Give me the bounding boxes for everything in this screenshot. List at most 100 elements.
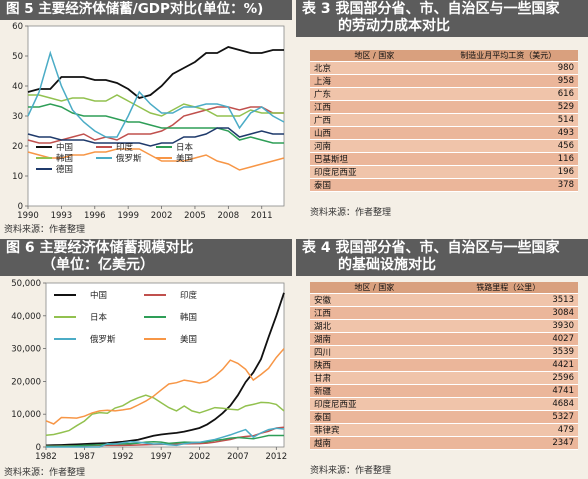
fig5-legend-label-4: 俄罗斯 (116, 153, 142, 164)
table-4-value-cell: 2596 (438, 371, 578, 385)
fig5-series-line-2 (28, 103, 284, 144)
fig5-series-line-4 (27, 50, 285, 138)
table-4-value-cell: 479 (438, 423, 578, 437)
table-4-title-line1: 表 4 我国部分省、市、自治区与一些国家 (302, 240, 560, 256)
table-3-row: 广东 616 (310, 87, 578, 101)
table-4-region-cell: 印度尼西亚 (310, 397, 439, 411)
fig6-x-tick-label: 2002 (189, 452, 211, 462)
table-3-value-cell: 958 (438, 74, 578, 88)
fig5-x-tick-label: 2005 (184, 211, 206, 221)
table-3-value-cell: 980 (438, 61, 578, 75)
table-3-value-cell: 493 (438, 126, 578, 140)
fig6-legend-label-3: 韩国 (180, 312, 197, 323)
table-3-row: 泰国 378 (310, 178, 578, 192)
fig5-x-tick-label: 1996 (84, 211, 106, 221)
table-4: 地区 / 国家 铁路里程（公里） 安徽 3513 江西 3084 湖北 3930 湖南 4027 四… (310, 282, 578, 450)
table-4-header-row: 地区 / 国家 铁路里程（公里） (310, 282, 578, 294)
table-4-region-cell: 菲律宾 (310, 423, 439, 437)
table-3-row: 河南 456 (310, 139, 578, 153)
figure-6-title-line1: 图 6 主要经济体储蓄规模对比 (6, 240, 194, 256)
table-3-panel: 表 3 我国部分省、市、自治区与一些国家 的劳动力成本对比 地区 / 国家 制造业… (296, 0, 588, 236)
table-3-region-cell: 广东 (310, 87, 439, 101)
table-3-title: 表 3 我国部分省、市、自治区与一些国家 的劳动力成本对比 (296, 0, 588, 37)
fig5-y-tick-label: 30 (12, 112, 23, 122)
table-3-region-cell: 北京 (310, 61, 439, 75)
table-4-column-header: 铁路里程（公里） (438, 282, 578, 294)
table-3-value-cell: 456 (438, 139, 578, 153)
figure-6-title: 图 6 主要经济体储蓄规模对比 （单位：亿美元） (0, 239, 292, 276)
table-4-column-header: 地区 / 国家 (310, 282, 439, 294)
table-4-row: 湖南 4027 (310, 332, 578, 346)
fig5-x-tick-label: 2011 (251, 211, 273, 221)
fig5-series-line-1 (27, 106, 284, 144)
table-3-value-cell: 116 (438, 152, 578, 166)
table-4-region-cell: 越南 (310, 436, 439, 450)
fig5-series-line-6 (27, 127, 284, 147)
fig6-y-tick-label: 10,000 (11, 410, 41, 420)
table-3-source: 资料来源：作者整理 (310, 208, 392, 218)
fig6-x-tick-label: 1982 (35, 452, 57, 462)
fig6-legend-label-4: 俄罗斯 (90, 334, 116, 345)
table-3-region-cell: 河南 (310, 139, 439, 153)
fig5-y-tick-label: 10 (12, 172, 23, 182)
table-4-region-cell: 新疆 (310, 384, 439, 398)
table-4-row: 安徽 3513 (310, 293, 578, 307)
figure-5-chart: 0 10 20 30 40 50 60 1990 1993 1996 1999 2002 2005 200… (12, 22, 285, 221)
table-4-row: 泰国 5327 (310, 410, 578, 424)
table-3-region-cell: 上海 (310, 74, 439, 88)
table-3-row: 巴基斯坦 116 (310, 152, 578, 166)
table-4-value-cell: 3930 (438, 319, 578, 333)
table-3-value-cell: 529 (438, 100, 578, 114)
fig6-x-tick-label: 1987 (74, 452, 96, 462)
fig6-y-tick-label: 30,000 (11, 345, 41, 355)
fig5-plot-area (27, 25, 285, 207)
table-4-value-cell: 3084 (438, 306, 578, 320)
table-4-title-line2: 的基础设施对比 (338, 257, 436, 273)
table-4-row: 甘肃 2596 (310, 371, 578, 385)
table-4-row: 陕西 4421 (310, 358, 578, 372)
table-4-value-cell: 3513 (438, 293, 578, 307)
fig5-x-tick-label: 1999 (117, 211, 139, 221)
fig6-series-line-3 (45, 434, 284, 448)
table-3-value-cell: 616 (438, 87, 578, 101)
table-4-region-cell: 甘肃 (310, 371, 439, 385)
table-4-row: 四川 3539 (310, 345, 578, 359)
table-3-value-cell: 378 (438, 178, 578, 192)
fig5-series-line-0 (27, 46, 284, 99)
table-4-title: 表 4 我国部分省、市、自治区与一些国家 的基础设施对比 (296, 239, 588, 276)
table-4-row: 新疆 4741 (310, 384, 578, 398)
fig6-y-tick-label: 40,000 (11, 312, 41, 322)
table-4-value-cell: 5327 (438, 410, 578, 424)
table-4-region-cell: 江西 (310, 306, 439, 320)
table-3-title-line1: 表 3 我国部分省、市、自治区与一些国家 (302, 1, 560, 17)
table-4-region-cell: 泰国 (310, 410, 439, 424)
fig6-x-tick-label: 1992 (112, 452, 134, 462)
table-3-row: 北京 980 (310, 61, 578, 75)
figure-6-chart: 0 10,000 20,000 30,000 40,000 50,000 1982 1987 1… (11, 279, 287, 462)
table-4-row: 越南 2347 (310, 436, 578, 450)
fig5-legend-label-1: 印度 (116, 142, 134, 153)
fig5-y-tick-label: 0 (18, 202, 23, 212)
fig6-y-tick-label: 0 (36, 443, 41, 453)
fig5-x-tick-label: 2002 (151, 211, 173, 221)
table-4-region-cell: 安徽 (310, 293, 439, 307)
table-3-row: 印度尼西亚 196 (310, 165, 578, 179)
table-3-column-header: 制造业月平均工资（美元） (438, 50, 578, 62)
table-4-value-cell: 4741 (438, 384, 578, 398)
fig5-legend-label-3: 韩国 (56, 153, 73, 164)
table-4-value-cell: 2347 (438, 436, 578, 450)
table-4-row: 菲律宾 479 (310, 423, 578, 437)
table-3-value-cell: 514 (438, 113, 578, 127)
table-4-value-cell: 3539 (438, 345, 578, 359)
fig5-x-tick-label: 2008 (218, 211, 240, 221)
fig6-x-tick-label: 1997 (150, 452, 172, 462)
figure-6-source: 资料来源：作者整理 (4, 468, 86, 478)
table-3-region-cell: 巴基斯坦 (310, 152, 439, 166)
fig5-y-tick-label: 50 (12, 52, 23, 62)
figure-6-panel: 图 6 主要经济体储蓄规模对比 （单位：亿美元） 0 10,000 20,000 30… (0, 239, 292, 479)
fig6-legend-label-1: 印度 (180, 290, 198, 301)
fig5-legend-label-5: 美国 (176, 153, 193, 164)
table-4-row: 湖北 3930 (310, 319, 578, 333)
fig5-legend-label-6: 德国 (56, 164, 73, 175)
table-4-source: 资料来源：作者整理 (310, 466, 392, 476)
